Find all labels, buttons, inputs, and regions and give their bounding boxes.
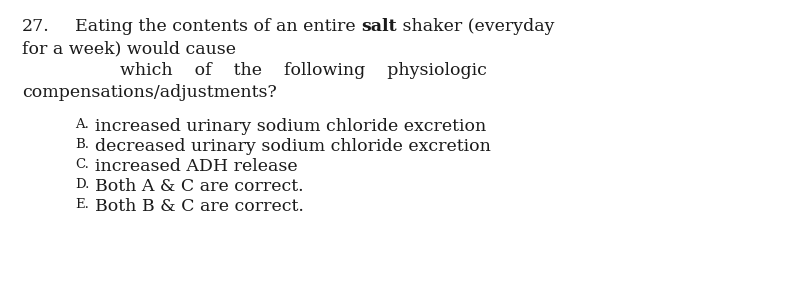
Text: E.: E.	[75, 198, 89, 211]
Text: C.: C.	[75, 158, 89, 171]
Text: 27.: 27.	[22, 18, 50, 35]
Text: increased ADH release: increased ADH release	[95, 158, 298, 175]
Text: B.: B.	[75, 138, 89, 151]
Text: D.: D.	[75, 178, 90, 191]
Text: compensations/adjustments?: compensations/adjustments?	[22, 84, 277, 101]
Text: shaker (everyday: shaker (everyday	[397, 18, 554, 35]
Text: salt: salt	[361, 18, 397, 35]
Text: A.: A.	[75, 118, 89, 131]
Text: which    of    the    following    physiologic: which of the following physiologic	[120, 62, 487, 79]
Text: Eating the contents of an entire: Eating the contents of an entire	[75, 18, 361, 35]
Text: Both B & C are correct.: Both B & C are correct.	[95, 198, 304, 215]
Text: decreased urinary sodium chloride excretion: decreased urinary sodium chloride excret…	[95, 138, 491, 155]
Text: Both A & C are correct.: Both A & C are correct.	[95, 178, 303, 195]
Text: for a week) would cause: for a week) would cause	[22, 40, 236, 57]
Text: increased urinary sodium chloride excretion: increased urinary sodium chloride excret…	[95, 118, 487, 135]
